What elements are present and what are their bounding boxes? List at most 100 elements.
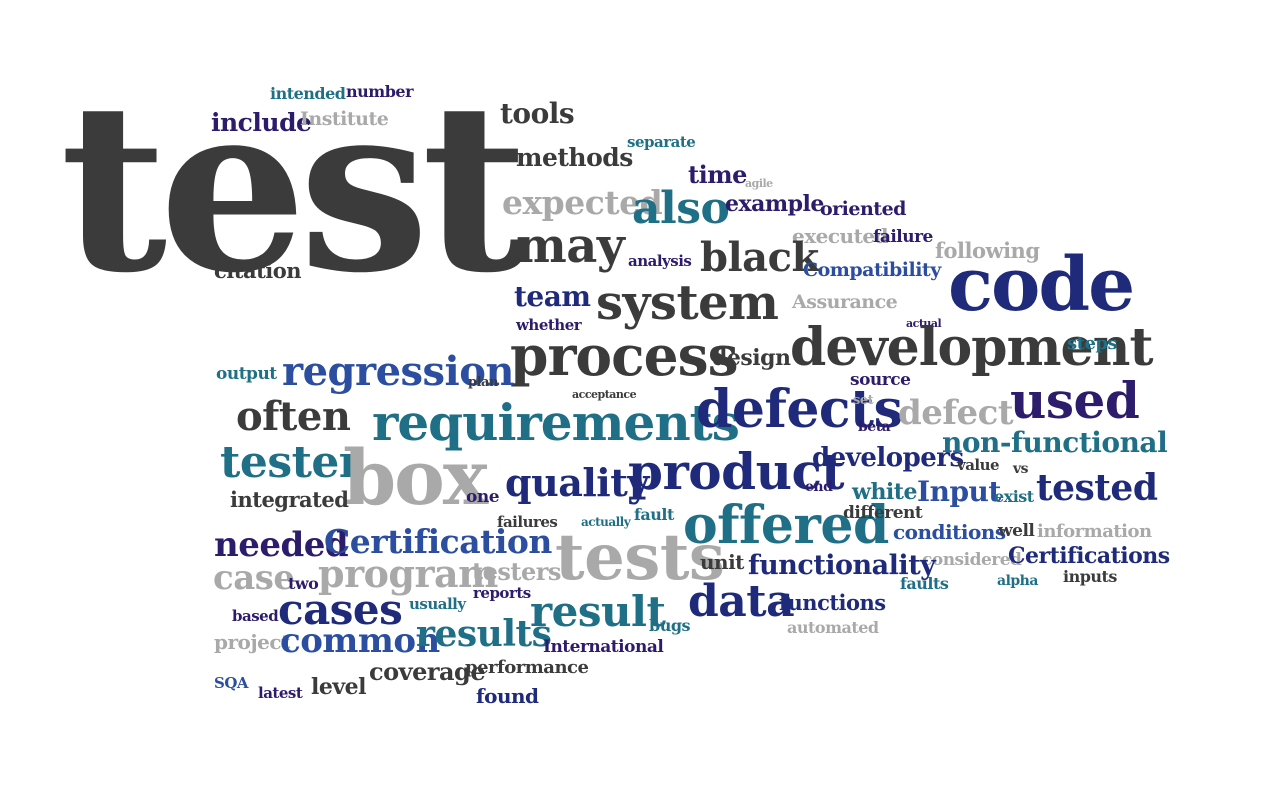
word-alpha: alpha — [997, 573, 1038, 589]
word-team: team — [514, 280, 591, 313]
word-performance: performance — [465, 657, 589, 678]
word-fault: fault — [634, 505, 674, 524]
word-considered: considered — [922, 550, 1022, 570]
word-integrated: integrated — [230, 487, 349, 512]
word-tests: tests — [555, 520, 725, 595]
word-analysis: analysis — [628, 252, 692, 270]
word-system: system — [596, 275, 779, 331]
word-found: found — [476, 684, 539, 708]
word-process: process — [510, 323, 739, 388]
word-may: may — [516, 218, 625, 274]
word-development: development — [790, 317, 1153, 378]
word-information: information — [1037, 521, 1152, 542]
word-offered: offered — [683, 495, 889, 556]
word-needed: needed — [214, 525, 349, 565]
word-non-functional: non-functional — [942, 426, 1168, 459]
word-black: black — [700, 234, 819, 281]
word-oriented: oriented — [820, 198, 906, 220]
word-actually: actually — [581, 515, 631, 529]
word-tested: tested — [1036, 467, 1158, 509]
word-white: white — [852, 479, 917, 505]
word-certifications: Certifications — [1008, 543, 1170, 569]
word-functions: functions — [779, 590, 886, 615]
word-often: often — [236, 393, 351, 440]
word-number: number — [346, 82, 414, 101]
word-sqa: SQA — [214, 674, 249, 692]
word-also: also — [632, 183, 730, 234]
word-failures: failures — [497, 513, 558, 531]
word-two: two — [288, 574, 319, 593]
word-international: International — [543, 637, 664, 657]
word-citation: citation — [214, 258, 302, 283]
word-project: project — [214, 630, 290, 654]
word-vs: vs — [1013, 461, 1029, 477]
word-intended: intended — [270, 84, 346, 103]
word-based: based — [232, 607, 279, 625]
word-example: example — [725, 191, 824, 217]
word-reports: reports — [473, 584, 531, 602]
word-code: code — [948, 242, 1135, 328]
word-automated: automated — [787, 618, 879, 637]
word-source: source — [850, 370, 911, 390]
word-result: result — [530, 587, 666, 636]
word-end: end — [805, 479, 833, 495]
word-inputs: inputs — [1063, 567, 1117, 586]
word-bugs: bugs — [649, 616, 691, 635]
word-value: value — [957, 456, 1000, 474]
word-used: used — [1010, 371, 1140, 430]
word-separate: separate — [627, 133, 696, 151]
word-results: results — [416, 613, 552, 655]
word-usually: usually — [409, 595, 466, 613]
word-one: one — [466, 487, 500, 507]
word-well: well — [998, 521, 1035, 541]
word-coverage: coverage — [369, 657, 486, 686]
word-common: common — [280, 621, 440, 661]
word-data: data — [688, 576, 795, 627]
word-whether: whether — [516, 316, 582, 334]
word-tester: tester — [220, 437, 362, 488]
word-latest: latest — [258, 684, 303, 702]
word-output: output — [216, 364, 277, 384]
word-failure: failure — [873, 227, 933, 247]
word-requirements: requirements — [372, 393, 740, 452]
word-acceptance: acceptance — [572, 388, 637, 401]
word-defects: defects — [696, 379, 903, 440]
word-actual: actual — [906, 317, 942, 330]
word-expected: expected — [502, 183, 663, 222]
word-steps: steps — [1067, 333, 1118, 354]
word-testers: testers — [472, 557, 561, 586]
word-compatibility: Compatibility — [803, 259, 941, 281]
word-assurance: Assurance — [792, 291, 898, 313]
word-unit: unit — [700, 550, 744, 574]
word-input: Input — [917, 475, 1001, 508]
word-set: set — [853, 393, 874, 408]
word-product: product — [628, 442, 845, 501]
word-include: include — [211, 108, 312, 137]
word-developers: developers — [812, 443, 964, 473]
word-certification: Certification — [324, 522, 552, 561]
word-cases: cases — [278, 585, 403, 634]
word-design: design — [712, 345, 791, 371]
word-test: test — [60, 51, 529, 324]
word-agile: agile — [745, 177, 773, 190]
word-conditions: conditions — [893, 520, 1006, 544]
word-plan: plan — [468, 375, 498, 390]
word-quality: quality — [505, 460, 649, 505]
word-following: following — [935, 238, 1040, 263]
word-different: different — [843, 503, 923, 523]
word-regression: regression — [282, 348, 515, 395]
word-program: program — [318, 551, 498, 596]
word-defect: defect — [898, 393, 1014, 433]
word-methods: methods — [516, 143, 633, 172]
word-tools: tools — [500, 97, 575, 130]
word-box: box — [343, 433, 488, 522]
word-executed: executed — [792, 224, 889, 248]
word-institute: Institute — [300, 108, 389, 130]
word-time: time — [688, 160, 747, 189]
word-functionality: functionality — [748, 550, 936, 581]
word-exist: exist — [994, 487, 1034, 506]
word-faults: faults — [900, 574, 949, 593]
word-case: case — [213, 558, 295, 598]
word-level: level — [311, 674, 367, 700]
